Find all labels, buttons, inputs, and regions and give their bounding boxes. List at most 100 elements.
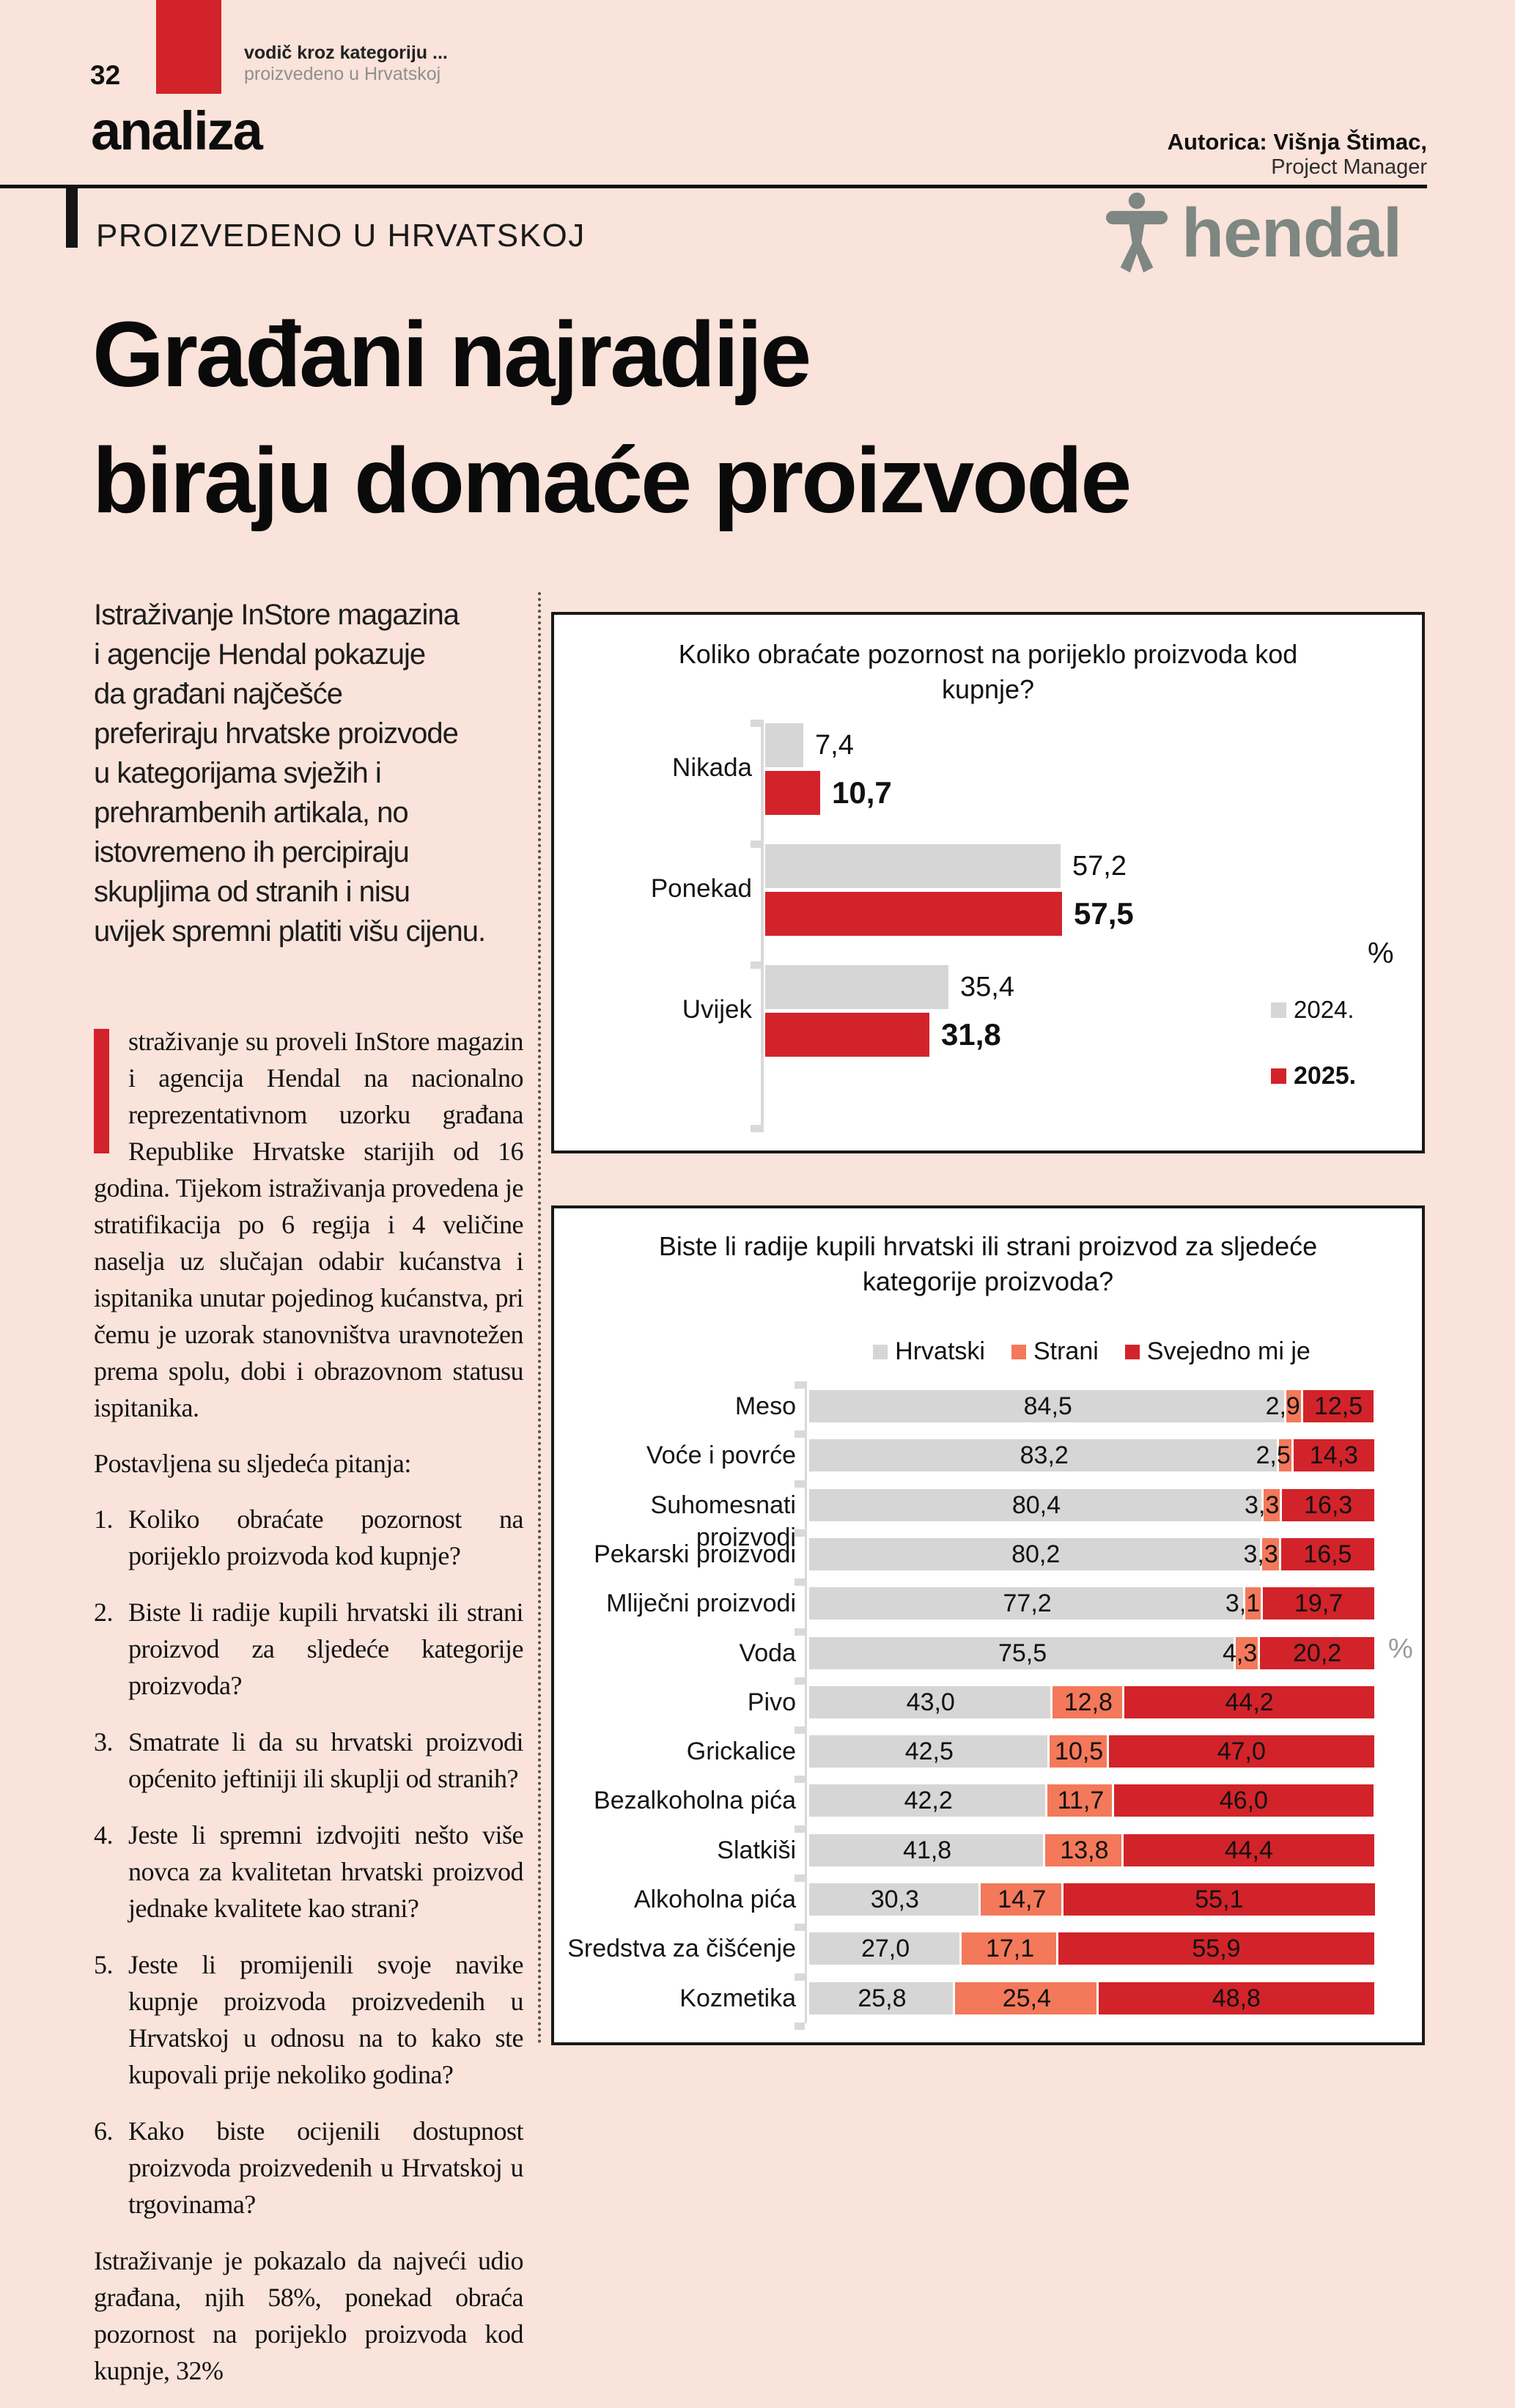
chart2-value-svejedno: 12,5: [1313, 1392, 1363, 1420]
chart2-value-hrvatski: 42,5: [904, 1737, 954, 1765]
chart1-value-label: 35,4: [960, 971, 1014, 1002]
chart2-value-hrvatski: 77,2: [1003, 1589, 1052, 1617]
chart2-segment-hrvatski: [809, 1784, 1046, 1817]
chart1-value-label: 10,7: [832, 775, 892, 810]
chart2-segment-svejedno: [1302, 1390, 1374, 1422]
chart2-value-svejedno: 47,0: [1217, 1737, 1266, 1765]
kicker-line2: proizvedeno u Hrvatskoj: [244, 64, 441, 84]
legend-label-2024: 2024.: [1294, 996, 1354, 1023]
chart2-segment-strani: [954, 1982, 1096, 2014]
chart1-value-label: 57,5: [1074, 896, 1134, 931]
chart2-segment-svejedno: [1263, 1587, 1374, 1620]
chart2-value-hrvatski: 43,0: [906, 1688, 955, 1716]
headline-line1: Građani najradije: [92, 303, 811, 406]
chart2-axis-tick: [795, 1381, 805, 1389]
intro-paragraph: Istraživanje InStore magazina i agencije…: [94, 599, 486, 948]
chart2-category-label: Grickalice: [686, 1737, 796, 1765]
chart2-value-strani: 2,9: [1265, 1392, 1300, 1420]
closing-paragraph: Istraživanje je pokazalo da najveći udio…: [94, 2246, 524, 2385]
chart2-value-strani: 17,1: [985, 1934, 1035, 1962]
list-item: 2. Biste li radije kupili hrvatski ili s…: [94, 1594, 524, 1704]
chart1-bar-2024: [765, 965, 948, 1009]
chart1-value-label: 7,4: [815, 729, 854, 761]
chart2-value-svejedno: 44,4: [1224, 1836, 1273, 1864]
list-item-text: Kako biste ocijenili dostupnost proizvod…: [128, 2116, 524, 2219]
chart2-segment-hrvatski: [809, 1439, 1278, 1471]
chart2-segment-hrvatski: [809, 1390, 1285, 1422]
chart1-axis-tick: [751, 720, 762, 727]
chart2-segment-strani: [980, 1883, 1061, 1916]
chart2-value-hrvatski: 75,5: [998, 1639, 1047, 1667]
chart2-segment-svejedno: [1124, 1686, 1374, 1718]
chart2-segment-strani: [1279, 1439, 1291, 1471]
headline-line2: biraju domaće proizvode: [92, 429, 1132, 532]
list-item-text: Jeste li spremni izdvojiti nešto više no…: [128, 1820, 524, 1923]
chart2-segment-hrvatski: [809, 1932, 960, 1965]
body-paragraph: straživanje su proveli InStore magazin i…: [94, 1023, 524, 1426]
page-number: 32: [90, 60, 121, 90]
headline: Građani najradije biraju domaće proizvod…: [92, 292, 1132, 544]
chart2-value-svejedno: 46,0: [1219, 1786, 1268, 1814]
chart1-bar-2024: [765, 844, 1061, 888]
chart2-value-svejedno: 48,8: [1212, 1984, 1261, 2012]
chart2-value-strani: 14,7: [998, 1885, 1047, 1913]
masthead-red-block: [156, 0, 221, 94]
legend-swatch-svejedno: [1124, 1344, 1140, 1359]
chart2-category-label: Suhomesnati proizvodi: [650, 1491, 796, 1551]
chart2-segment-strani: [1245, 1587, 1261, 1620]
legend-swatch-hrvatski: [873, 1344, 888, 1359]
chart2-segment-hrvatski: [809, 1735, 1047, 1768]
list-item-text: Jeste li promijenili svoje navike kupnje…: [128, 1950, 524, 2089]
questions-intro: Postavljena su sljedeća pitanja:: [94, 1449, 411, 1478]
kicker: vodič kroz kategoriju ... proizvedeno u …: [244, 43, 448, 85]
chart2-legend: Hrvatski Strani Svejedno mi je: [809, 1337, 1374, 1366]
chart2-unit-label: %: [1388, 1633, 1413, 1664]
chart1-bar-2025: [765, 771, 820, 815]
chart2-segment-svejedno: [1113, 1784, 1374, 1817]
dropcap-I: [94, 1029, 109, 1153]
chart2-category-label: Alkoholna pića: [633, 1886, 796, 1913]
chart2-segment-svejedno: [1280, 1538, 1374, 1570]
list-item-text: Koliko obraćate pozornost na porijeklo p…: [128, 1504, 524, 1570]
legend-swatch-2024: [1271, 1002, 1286, 1018]
author-name: Autorica: Višnja Štimac,: [1167, 129, 1427, 155]
chart2-legend-item: Hrvatski: [873, 1337, 985, 1366]
chart2-segment-strani: [1263, 1489, 1280, 1521]
chart2-segment-strani: [1236, 1637, 1258, 1669]
chart2-segment-svejedno: [1293, 1439, 1374, 1471]
chart2-segment-strani: [1045, 1834, 1121, 1866]
legend-swatch-strani: [1011, 1344, 1026, 1359]
chart2-legend-item: Svejedno mi je: [1124, 1337, 1311, 1366]
chart2-segment-strani: [962, 1932, 1056, 1965]
column-separator: [538, 592, 541, 2045]
chart2-value-hrvatski: 30,3: [870, 1885, 919, 1913]
chart2-value-strani: 4,3: [1222, 1639, 1258, 1667]
list-item-number: 3.: [94, 1727, 114, 1757]
list-item-text: Biste li radije kupili hrvatski ili stra…: [128, 1598, 524, 1700]
chart2-segment-svejedno: [1260, 1637, 1374, 1669]
chart2-value-svejedno: 20,2: [1293, 1639, 1342, 1667]
chart2-value-hrvatski: 84,5: [1023, 1392, 1072, 1420]
chart2-segment-hrvatski: [809, 1834, 1044, 1866]
chart2-value-strani: 3,1: [1225, 1589, 1261, 1617]
chart2-axis-tick: [795, 2023, 805, 2030]
chart1-value-label: 57,2: [1072, 850, 1127, 882]
chart2-axis-tick: [795, 1529, 805, 1537]
chart2-value-strani: 25,4: [1002, 1984, 1051, 2012]
chart-attention-to-origin: Koliko obraćate pozornost na porijeklo p…: [551, 612, 1425, 1153]
chart2-segment-strani: [1262, 1538, 1279, 1570]
chart2-category-label: Pekarski proizvodi: [594, 1540, 796, 1568]
chart2-axis-tick: [795, 1825, 805, 1833]
list-item: 6. Kako biste ocijenili dostupnost proiz…: [94, 2113, 524, 2223]
author-block: Autorica: Višnja Štimac, Project Manager: [1168, 129, 1427, 180]
chart2-axis-tick: [795, 1677, 805, 1685]
chart2-segment-svejedno: [1063, 1883, 1375, 1916]
chart2-value-hrvatski: 27,0: [860, 1934, 910, 1962]
chart2-axis-tick: [795, 1578, 805, 1586]
chart2-axis-tick: [795, 1628, 805, 1636]
chart2-value-strani: 3,3: [1243, 1540, 1278, 1568]
chart1-legend-2024: 2024.: [1271, 996, 1354, 1024]
chart2-value-svejedno: 55,1: [1195, 1885, 1244, 1913]
chart2-value-hrvatski: 80,2: [1011, 1540, 1061, 1568]
chart2-axis: [805, 1381, 807, 2023]
